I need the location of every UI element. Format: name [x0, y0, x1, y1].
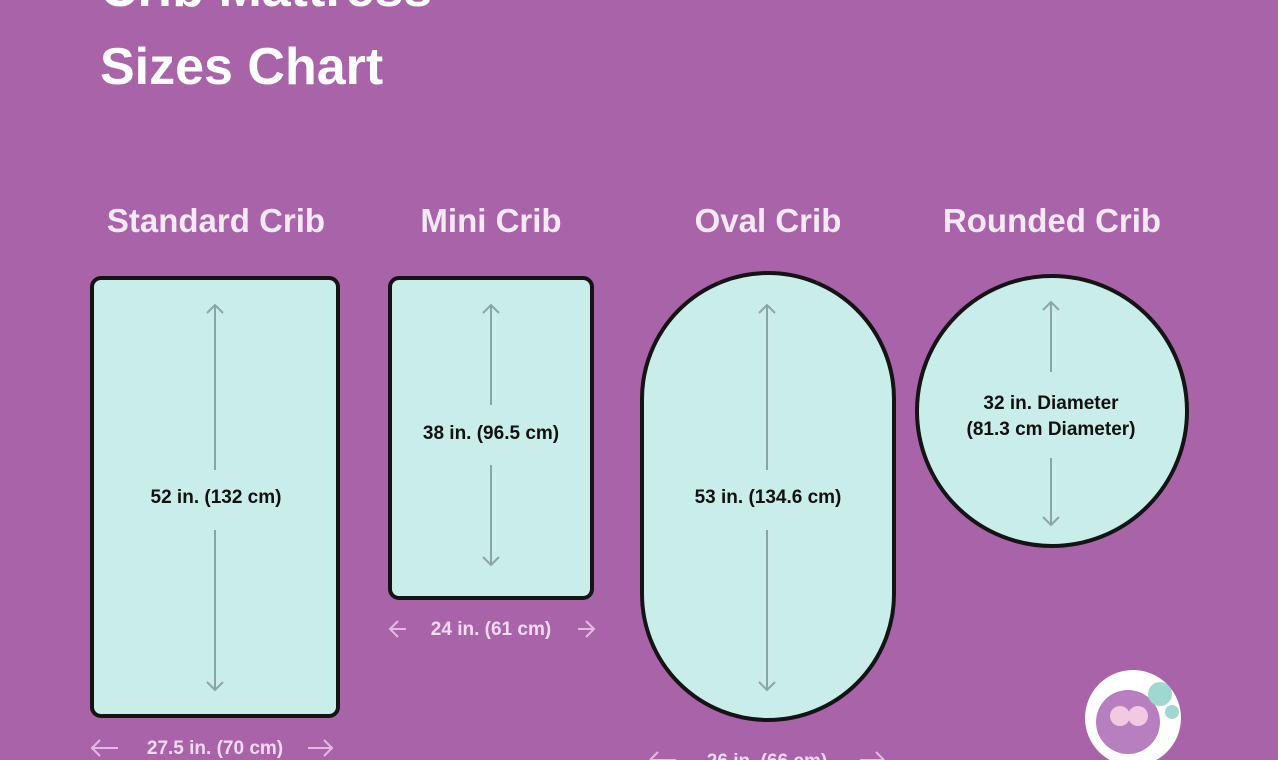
length-label: 38 in. (96.5 cm) — [423, 423, 559, 444]
length-arrow — [758, 303, 776, 692]
title-line: Crib Mattress — [100, 0, 432, 18]
width-arrow — [649, 751, 885, 760]
width-label: 27.5 in. (70 cm) — [147, 738, 283, 759]
diameter-label: (81.3 cm Diameter) — [967, 419, 1136, 440]
width-label: 24 in. (61 cm) — [431, 619, 551, 640]
item-name: Oval Crib — [695, 202, 842, 239]
title-line: Sizes Chart — [100, 38, 383, 96]
item-name: Mini Crib — [420, 202, 561, 239]
length-label: 53 in. (134.6 cm) — [695, 487, 842, 508]
diameter-label: 32 in. Diameter — [983, 393, 1119, 414]
logo — [1085, 670, 1181, 760]
diameter-arrow — [1042, 300, 1060, 527]
length-arrow — [206, 303, 224, 692]
item-name: Standard Crib — [107, 202, 325, 239]
length-label: 52 in. (132 cm) — [151, 487, 282, 508]
length-arrow — [482, 303, 500, 567]
width-arrow — [388, 620, 596, 638]
width-arrow — [90, 739, 334, 757]
width-label: 26 in. (66 cm) — [707, 751, 827, 760]
standard-mattress — [90, 276, 340, 718]
mini-mattress — [388, 276, 594, 600]
oval-mattress — [640, 271, 896, 722]
round-mattress — [915, 274, 1189, 548]
item-name: Rounded Crib — [943, 202, 1161, 239]
